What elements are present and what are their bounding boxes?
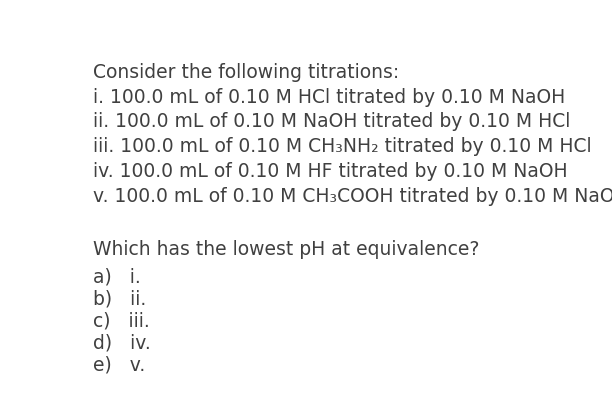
Text: a)   i.: a) i. bbox=[93, 267, 141, 287]
Text: d)   iv.: d) iv. bbox=[93, 333, 151, 352]
Text: e)   v.: e) v. bbox=[93, 355, 146, 374]
Text: Which has the lowest pH at equivalence?: Which has the lowest pH at equivalence? bbox=[93, 240, 479, 259]
Text: iii. 100.0 mL of 0.10 M CH₃NH₂ titrated by 0.10 M HCl: iii. 100.0 mL of 0.10 M CH₃NH₂ titrated … bbox=[93, 137, 592, 156]
Text: iv. 100.0 mL of 0.10 M HF titrated by 0.10 M NaOH: iv. 100.0 mL of 0.10 M HF titrated by 0.… bbox=[93, 162, 568, 181]
Text: i. 100.0 mL of 0.10 M HCl titrated by 0.10 M NaOH: i. 100.0 mL of 0.10 M HCl titrated by 0.… bbox=[93, 88, 565, 107]
Text: ii. 100.0 mL of 0.10 M NaOH titrated by 0.10 M HCl: ii. 100.0 mL of 0.10 M NaOH titrated by … bbox=[93, 113, 570, 132]
Text: Consider the following titrations:: Consider the following titrations: bbox=[93, 62, 400, 82]
Text: b)   ii.: b) ii. bbox=[93, 290, 146, 308]
Text: c)   iii.: c) iii. bbox=[93, 311, 150, 330]
Text: v. 100.0 mL of 0.10 M CH₃COOH titrated by 0.10 M NaOH: v. 100.0 mL of 0.10 M CH₃COOH titrated b… bbox=[93, 187, 612, 206]
